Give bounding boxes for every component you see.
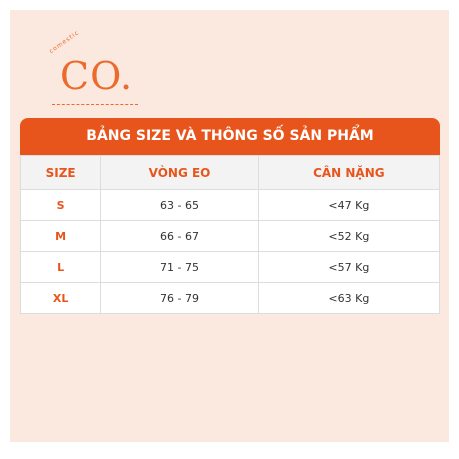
table-cell: 63 - 65 (100, 189, 259, 221)
table-grid: SIZE VÒNG EO CÂN NẶNG S 63 - 65 <47 Kg M 66 - … (19, 155, 441, 314)
column-header: SIZE (19, 155, 102, 190)
logo: comestic CO. (48, 29, 162, 110)
table-cell: L (19, 251, 102, 283)
table-row: XL 76 - 79 <63 Kg (19, 282, 441, 314)
table-body: S 63 - 65 <47 Kg M 66 - 67 <52 Kg L 71 - 75 <57 … (19, 189, 441, 314)
table-cell: <63 Kg (257, 282, 441, 314)
logo-text: CO. (60, 54, 134, 98)
table-row: S 63 - 65 <47 Kg (19, 189, 441, 221)
column-header: VÒNG EO (100, 155, 259, 190)
table-cell: <47 Kg (257, 189, 441, 221)
table-cell: M (19, 220, 102, 252)
logo-tagline: comestic (47, 29, 81, 55)
table-cell: XL (19, 282, 102, 314)
table-row: L 71 - 75 <57 Kg (19, 251, 441, 283)
table-cell: S (19, 189, 102, 221)
table-cell: <52 Kg (257, 220, 441, 252)
table-cell: 76 - 79 (100, 282, 259, 314)
table-cell: <57 Kg (257, 251, 441, 283)
logo-dash (52, 104, 138, 105)
header-row: SIZE VÒNG EO CÂN NẶNG (19, 155, 441, 190)
column-header: CÂN NẶNG (257, 155, 441, 190)
table-row: M 66 - 67 <52 Kg (19, 220, 441, 252)
table-cell: 71 - 75 (100, 251, 259, 283)
table-title: BẢNG SIZE VÀ THÔNG SỐ SẢN PHẨM (20, 118, 440, 155)
size-table: BẢNG SIZE VÀ THÔNG SỐ SẢN PHẨM SIZE VÒNG … (19, 118, 441, 314)
table-cell: 66 - 67 (100, 220, 259, 252)
